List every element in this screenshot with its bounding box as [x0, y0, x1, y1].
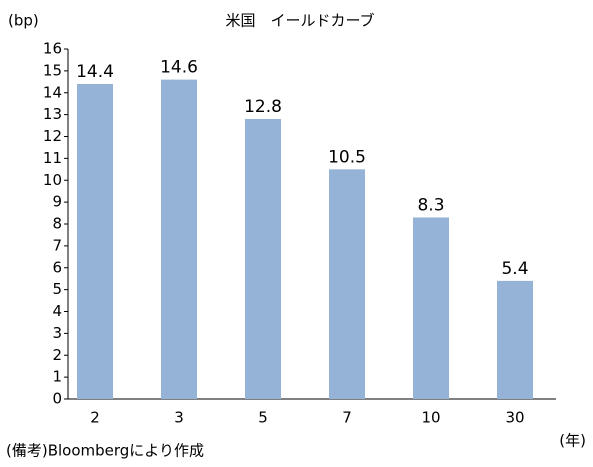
bar — [413, 217, 449, 399]
y-tick-label: 8 — [52, 215, 62, 233]
data-label: 5.4 — [501, 259, 528, 279]
data-label: 14.4 — [76, 62, 114, 82]
y-tick-label: 1 — [52, 368, 62, 386]
y-tick-label: 2 — [52, 346, 62, 364]
y-tick-label: 4 — [52, 302, 62, 320]
y-tick-label: 16 — [43, 40, 62, 58]
x-tick-label: 30 — [505, 409, 524, 427]
data-label: 12.8 — [244, 97, 282, 117]
y-tick-label: 9 — [52, 193, 62, 211]
x-tick-label: 3 — [174, 409, 184, 427]
y-tick-label: 10 — [43, 171, 62, 189]
bar — [329, 169, 365, 399]
y-tick-label: 12 — [43, 127, 62, 145]
note: (備考)Bloombergにより作成 — [6, 442, 204, 460]
bar — [497, 280, 533, 399]
x-tick-label: 5 — [258, 409, 268, 427]
x-axis-label: (年) — [559, 432, 586, 450]
y-tick-label: 11 — [43, 149, 62, 167]
y-tick-label: 7 — [52, 236, 62, 254]
x-tick-label: 2 — [90, 409, 100, 427]
y-tick-label: 14 — [43, 83, 62, 101]
bar — [77, 84, 113, 399]
data-label: 10.5 — [328, 147, 366, 167]
x-tick-label: 7 — [342, 409, 352, 427]
y-tick-label: 6 — [52, 258, 62, 276]
y-tick-label: 0 — [52, 390, 62, 408]
y-tick-label: 15 — [43, 61, 62, 79]
chart-title: 米国 イールドカーブ — [225, 12, 374, 30]
bar — [245, 119, 281, 399]
bar — [161, 79, 197, 399]
y-axis-label: (bp) — [8, 12, 39, 30]
y-tick-label: 13 — [43, 105, 62, 123]
x-tick-label: 10 — [421, 409, 440, 427]
y-tick-label: 5 — [52, 280, 62, 298]
y-tick-label: 3 — [52, 324, 62, 342]
data-label: 14.6 — [160, 58, 198, 78]
data-label: 8.3 — [417, 195, 444, 215]
